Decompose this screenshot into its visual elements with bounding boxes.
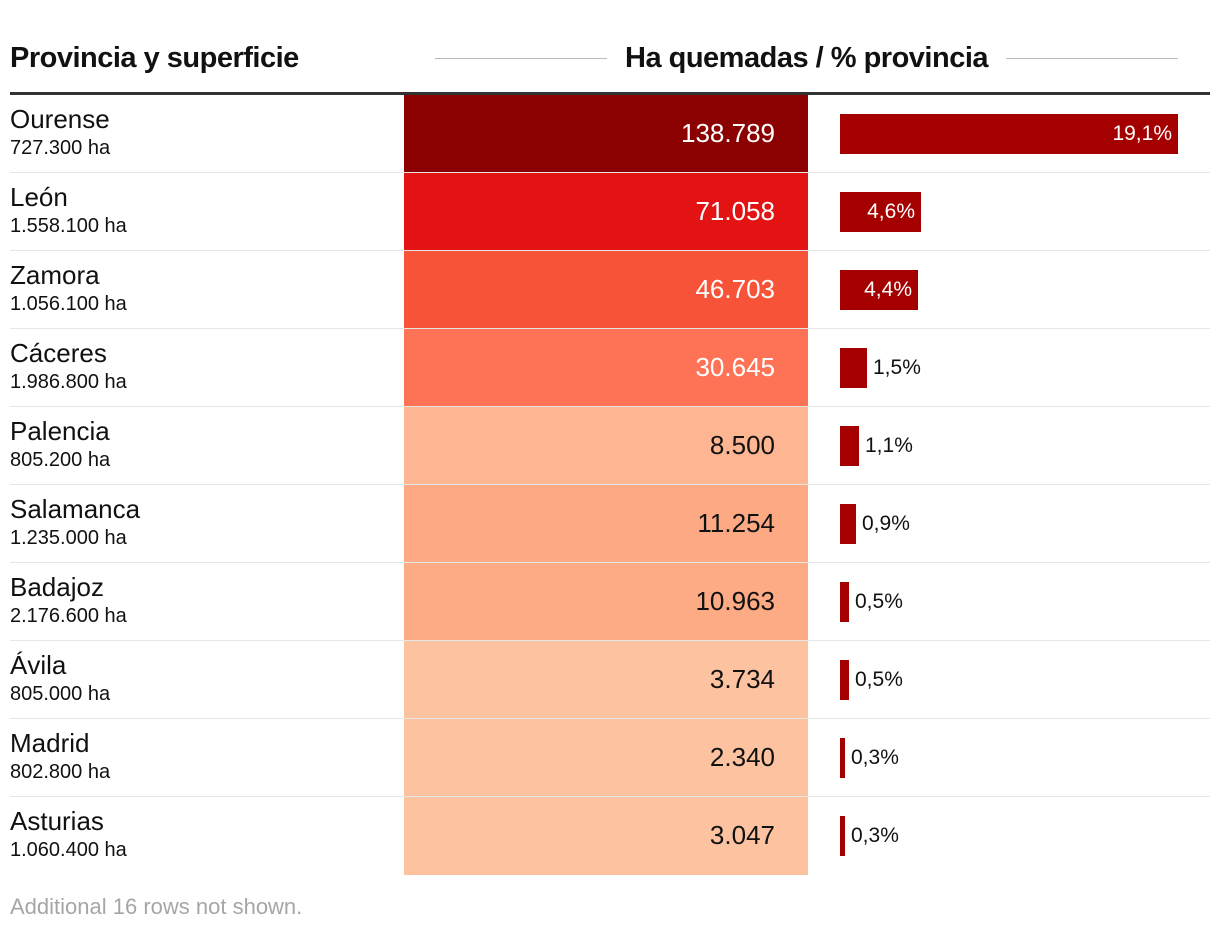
province-area: 1.986.800 ha <box>10 371 127 393</box>
percent-bar <box>840 738 845 778</box>
percent-bar-track: 1,1% <box>840 426 1180 466</box>
percent-label: 0,9% <box>862 512 910 535</box>
province-name: Ourense <box>10 104 110 134</box>
percent-bar-track: 0,5% <box>840 660 1180 700</box>
percent-bar <box>840 270 918 310</box>
burned-hectares-cell: 30.645 <box>404 329 808 406</box>
burned-hectares-cell: 3.047 <box>404 797 808 875</box>
province-area: 1.235.000 ha <box>10 527 127 549</box>
province-name: Madrid <box>10 728 90 758</box>
burned-hectares-cell: 71.058 <box>404 173 808 250</box>
percent-bar <box>840 114 1178 154</box>
percent-bar <box>840 504 856 544</box>
percent-bar-track: 0,9% <box>840 504 1180 544</box>
table-row: Cáceres 1.986.800 ha 30.645 1,5% <box>10 329 1210 407</box>
burned-hectares-cell: 3.734 <box>404 641 808 718</box>
percent-label: 0,3% <box>851 824 899 847</box>
percent-bar <box>840 660 849 700</box>
percent-label: 0,5% <box>855 590 903 613</box>
percent-label: 0,5% <box>855 668 903 691</box>
table-header: Provincia y superficie Ha quemadas / % p… <box>10 0 1210 95</box>
percent-bar-track: 4,4% <box>840 270 1180 310</box>
header-burned-group: Ha quemadas / % provincia <box>435 42 1179 75</box>
percent-label: 4,4% <box>864 278 912 301</box>
province-name: Ávila <box>10 650 67 680</box>
percent-label: 19,1% <box>1112 122 1172 145</box>
province-name: Palencia <box>10 416 110 446</box>
burned-hectares-cell: 10.963 <box>404 563 808 640</box>
percent-bar-track: 0,5% <box>840 582 1180 622</box>
percent-bar <box>840 348 867 388</box>
percent-label: 1,1% <box>865 434 913 457</box>
province-area: 2.176.600 ha <box>10 605 127 627</box>
header-rule-left <box>435 58 607 59</box>
burned-hectares-cell: 138.789 <box>404 95 808 172</box>
table-row: León 1.558.100 ha 71.058 4,6% <box>10 173 1210 251</box>
footnote: Additional 16 rows not shown. <box>10 894 303 919</box>
table-row: Ávila 805.000 ha 3.734 0,5% <box>10 641 1210 719</box>
table-row: Asturias 1.060.400 ha 3.047 0,3% <box>10 797 1210 875</box>
percent-bar <box>840 426 859 466</box>
province-name: Salamanca <box>10 494 141 524</box>
burned-hectares-cell: 2.340 <box>404 719 808 796</box>
province-name: Badajoz <box>10 572 104 602</box>
header-burned: Ha quemadas / % provincia <box>625 42 989 74</box>
percent-label: 4,6% <box>867 200 915 223</box>
table-row: Palencia 805.200 ha 8.500 1,1% <box>10 407 1210 485</box>
table-row: Zamora 1.056.100 ha 46.703 4,4% <box>10 251 1210 329</box>
burned-hectares-cell: 8.500 <box>404 407 808 484</box>
percent-bar <box>840 816 845 856</box>
table-body: Ourense 727.300 ha 138.789 19,1% León 1.558.1… <box>10 95 1210 875</box>
percent-label: 1,5% <box>873 356 921 379</box>
table-row: Madrid 802.800 ha 2.340 0,3% <box>10 719 1210 797</box>
province-area: 1.056.100 ha <box>10 293 127 315</box>
data-table: Provincia y superficie Ha quemadas / % p… <box>10 0 1210 875</box>
table-row: Salamanca 1.235.000 ha 11.254 0,9% <box>10 485 1210 563</box>
province-name: Cáceres <box>10 338 107 368</box>
province-area: 805.000 ha <box>10 683 111 705</box>
province-name: Zamora <box>10 260 100 290</box>
percent-bar-track: 4,6% <box>840 192 1180 232</box>
header-rule-right <box>1006 58 1179 59</box>
percent-bar-track: 0,3% <box>840 738 1180 778</box>
percent-label: 0,3% <box>851 746 899 769</box>
province-area: 805.200 ha <box>10 449 111 471</box>
province-area: 802.800 ha <box>10 761 111 783</box>
header-province: Provincia y superficie <box>10 42 299 74</box>
percent-bar-track: 19,1% <box>840 114 1180 154</box>
burned-hectares-cell: 46.703 <box>404 251 808 328</box>
province-name: Asturias <box>10 806 104 836</box>
province-area: 1.060.400 ha <box>10 839 127 861</box>
percent-bar <box>840 582 849 622</box>
province-area: 727.300 ha <box>10 137 111 159</box>
table-row: Ourense 727.300 ha 138.789 19,1% <box>10 95 1210 173</box>
table-row: Badajoz 2.176.600 ha 10.963 0,5% <box>10 563 1210 641</box>
percent-bar <box>840 192 921 232</box>
province-area: 1.558.100 ha <box>10 215 127 237</box>
percent-bar-track: 0,3% <box>840 816 1180 856</box>
province-name: León <box>10 182 68 212</box>
burned-hectares-cell: 11.254 <box>404 485 808 562</box>
percent-bar-track: 1,5% <box>840 348 1180 388</box>
